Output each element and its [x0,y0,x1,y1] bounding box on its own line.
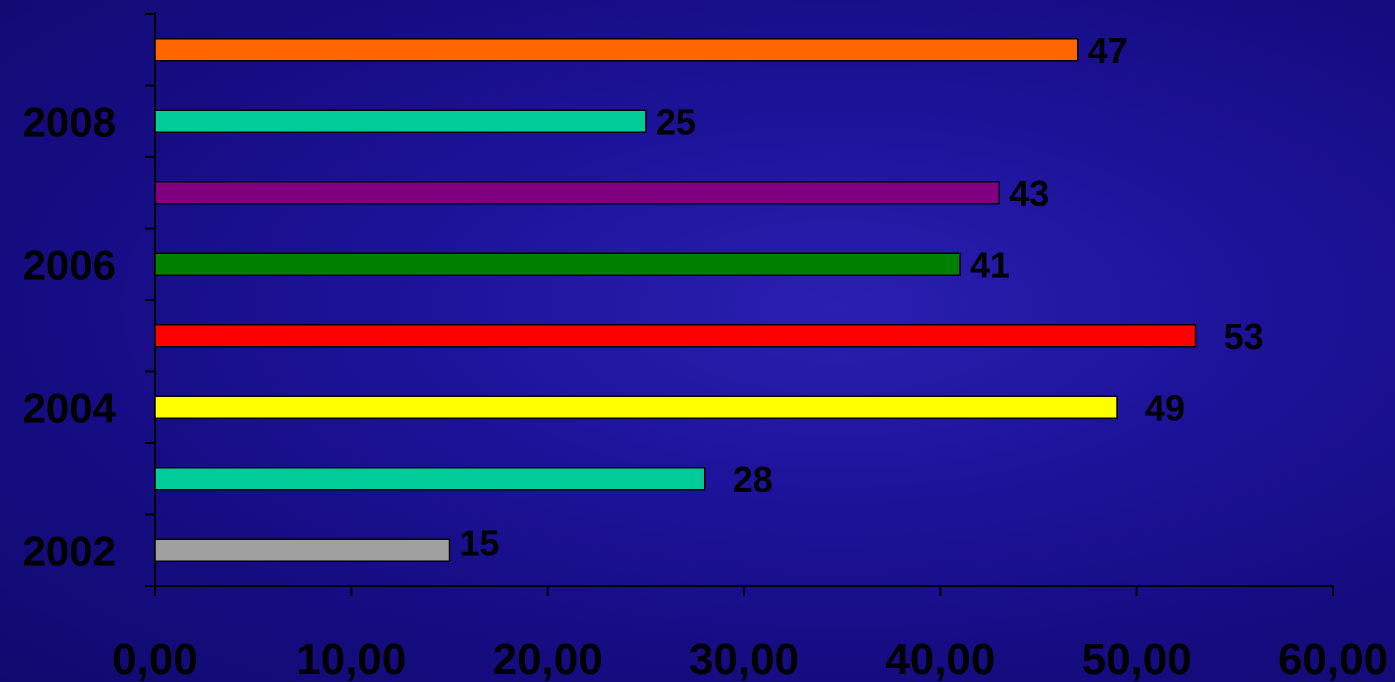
y-tick-label: 2006 [23,241,116,288]
bar [154,538,451,562]
y-tick-label: 2004 [23,384,117,431]
x-tick-label: 60,00 [1278,635,1388,682]
data-label: 28 [733,459,773,500]
x-tick-label: 30,00 [689,635,799,682]
x-tick-label: 40,00 [885,635,995,682]
x-tick-label: 0,00 [112,635,198,682]
bar [154,109,647,133]
data-label: 49 [1145,387,1185,428]
x-tick-label: 20,00 [493,635,603,682]
y-tick-label: 2002 [23,527,116,574]
data-label: 53 [1224,316,1264,357]
x-tick-label: 10,00 [296,635,406,682]
bar [154,252,961,276]
bar [154,467,706,491]
x-tick-label: 50,00 [1082,635,1192,682]
data-label: 41 [970,244,1010,285]
data-label: 47 [1088,30,1128,71]
data-label: 25 [656,101,696,142]
data-label: 43 [1009,173,1049,214]
bar [154,324,1197,348]
bar [154,38,1079,62]
y-tick-label: 2008 [23,98,116,145]
bar [154,181,1000,205]
data-label: 15 [460,522,500,563]
bar [154,395,1118,419]
